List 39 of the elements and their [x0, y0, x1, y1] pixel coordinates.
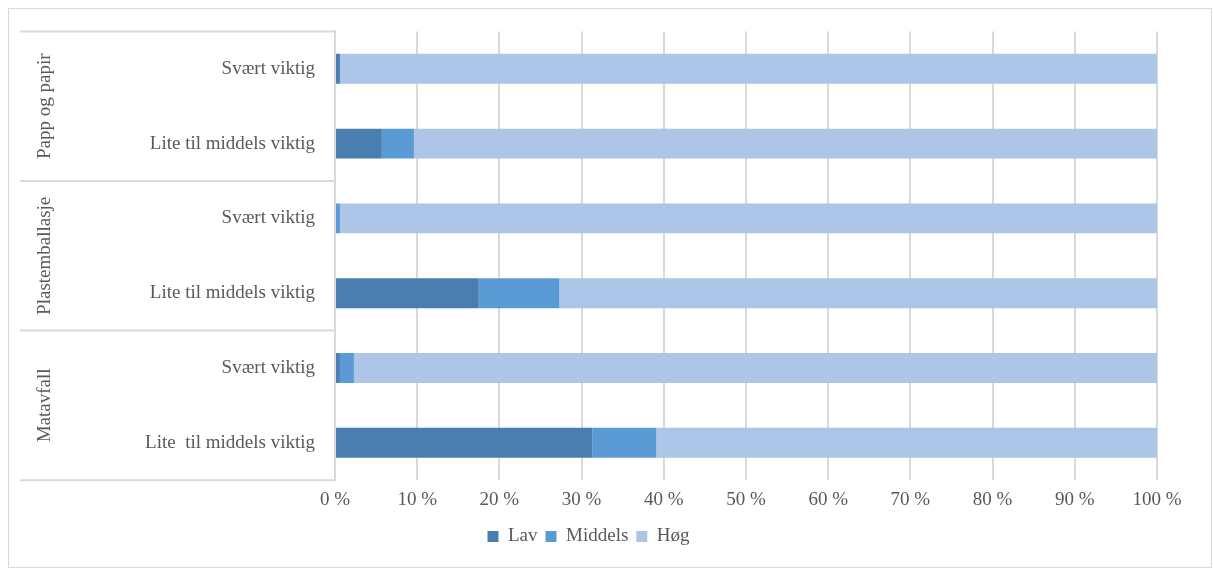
x-tick-label: 30 % [561, 487, 602, 509]
bar [339, 53, 1157, 84]
x-tick-label: 100 % [1132, 487, 1182, 509]
y-tick-label: Svært viktig [221, 355, 316, 377]
y-tick-label: Lite til middels viktig [149, 281, 316, 303]
bar [336, 278, 479, 309]
text: Papp og papir [32, 52, 54, 159]
bar [592, 427, 657, 458]
legend-label: Middels [566, 524, 629, 546]
bar [336, 53, 340, 84]
y-tick-label: Svært viktig [221, 206, 316, 228]
y-tick-label: Svært viktig [221, 56, 316, 78]
text: Plastemballasje [32, 196, 54, 315]
x-tick-label: 90 % [1055, 487, 1095, 509]
bar [478, 278, 560, 309]
y-tick-label: Lite til middels viktig [145, 430, 316, 452]
bar [336, 128, 382, 159]
x-tick-label: 60 % [808, 487, 849, 509]
legend-label: Lav [507, 524, 539, 546]
y-tick-label: Lite til middels viktig [149, 131, 316, 153]
legend-label: Høg [656, 524, 691, 546]
bar [353, 353, 1157, 383]
x-tick-label: 40 % [644, 487, 684, 509]
x-tick-label: 10 % [397, 487, 438, 509]
bar [656, 427, 1157, 458]
x-tick-label: 80 % [972, 487, 1013, 509]
x-tick-label: 50 % [726, 487, 766, 509]
text: Matavfall [32, 368, 54, 443]
bar [336, 353, 340, 383]
bar [336, 427, 593, 458]
bar [559, 278, 1157, 309]
x-tick-label: 20 % [479, 487, 520, 509]
bar [413, 128, 1157, 159]
x-tick-label: 70 % [890, 487, 931, 509]
bar [381, 128, 414, 159]
bar [339, 353, 354, 383]
x-tick-label: 0 % [319, 487, 351, 509]
bar [339, 203, 1157, 234]
bar [336, 203, 340, 234]
